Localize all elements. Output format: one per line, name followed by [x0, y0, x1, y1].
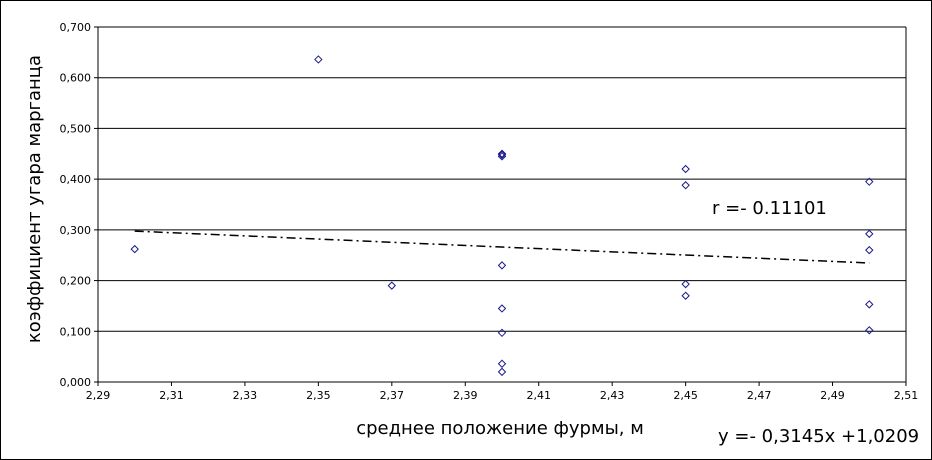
data-point [497, 152, 507, 161]
data-point [497, 304, 507, 313]
axes [94, 26, 907, 386]
x-tick-label: 2,51 [894, 389, 919, 402]
data-point [681, 291, 690, 300]
x-tick-label: 2,33 [233, 389, 258, 402]
x-tick-label: 2,49 [820, 389, 845, 402]
x-tick-label: 2,41 [526, 389, 551, 402]
x-tick-label: 2,29 [86, 389, 111, 402]
data-point [681, 279, 690, 289]
x-axis-label: среднее положение фурмы, м [356, 418, 644, 439]
data-point [865, 326, 874, 335]
data-point [681, 181, 690, 190]
x-tick-labels: 2,29 2,31 2,33 2,35 2,37 2,39 2,41 2,43 2,45 2,47… [86, 389, 919, 402]
x-tick-label: 2,31 [159, 389, 184, 402]
data-point [130, 244, 139, 254]
y-tick-label: 0,000 [60, 376, 92, 389]
x-tick-label: 2,43 [600, 389, 625, 402]
x-tick-label: 2,45 [673, 389, 698, 402]
y-tick-label: 0,700 [60, 21, 92, 34]
data-point [865, 229, 874, 239]
data-point [314, 55, 323, 64]
grid-lines [98, 26, 906, 332]
data-point [497, 149, 507, 158]
correlation-annotation: r =- 0.11101 [712, 198, 827, 219]
trendline-path [134, 230, 870, 264]
data-point [497, 261, 507, 270]
x-tick-label: 2,47 [747, 389, 772, 402]
x-tick-label: 2,37 [380, 389, 405, 402]
y-tick-labels: 0,000 0,100 0,200 0,300 0,400 0,500 0,600 0,700 [60, 21, 92, 389]
data-point [497, 150, 507, 160]
y-tick-label: 0,200 [60, 275, 92, 288]
data-point [497, 328, 507, 338]
y-tick-label: 0,400 [60, 173, 92, 186]
data-point [681, 164, 690, 174]
data-point [865, 245, 874, 255]
data-point [497, 359, 507, 368]
data-point [387, 281, 397, 290]
trendline [134, 230, 870, 264]
y-tick-label: 0,100 [60, 325, 92, 338]
y-tick-label: 0,600 [60, 72, 92, 85]
y-axis-label: коэффициент угара марганца [24, 55, 45, 343]
data-point [865, 177, 874, 186]
data-point [497, 367, 507, 377]
trendline-equation: y =- 0,3145x +1,0209 [718, 426, 919, 447]
y-tick-label: 0,500 [60, 122, 92, 135]
data-points [130, 55, 874, 377]
x-tick-label: 2,35 [306, 389, 331, 402]
x-tick-label: 2,39 [453, 389, 478, 402]
data-point [865, 300, 874, 309]
y-tick-label: 0,300 [60, 224, 92, 237]
